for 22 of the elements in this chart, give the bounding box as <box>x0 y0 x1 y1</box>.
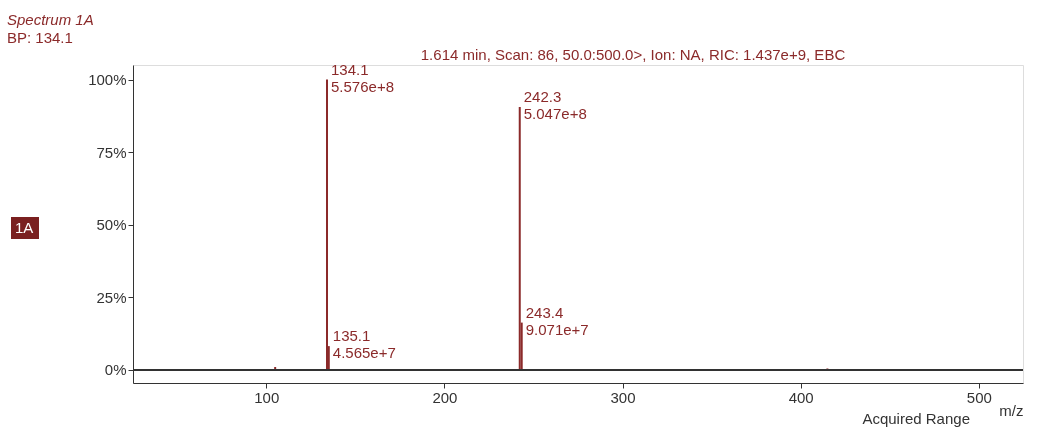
bar <box>518 107 521 370</box>
chart-title: Spectrum 1A <box>7 11 94 28</box>
x-tick-label: 400 <box>788 388 814 406</box>
x-tick-label: 300 <box>610 388 636 406</box>
y-tick-label: 0% <box>104 361 127 379</box>
annotation: 135.1 4.565e+7 <box>332 327 396 362</box>
text: 1A <box>15 219 34 236</box>
x-tick-label: 100 <box>254 388 280 406</box>
chart-subtitle: BP: 134.1 <box>7 29 73 46</box>
annotation: 134.1 5.576e+8 <box>331 60 394 95</box>
y-tick-label: 50% <box>96 216 127 234</box>
y-tick-label: 25% <box>96 288 127 306</box>
y-tick-label: 75% <box>96 143 127 161</box>
bar <box>326 79 328 370</box>
x-axis-title: m/z <box>999 401 1024 419</box>
annotation: 243.4 9.071e+7 <box>525 303 589 338</box>
x-tick-label: 200 <box>432 388 458 406</box>
text: 1.614 min, Scan: 86, 50.0:500.0>, Ion: NA, RIC: 1.437e+9, EBC <box>420 46 846 63</box>
x-tick-label: 500 <box>966 388 992 406</box>
annotation: 242.3 5.047e+8 <box>523 88 587 123</box>
y-tick-label: 100% <box>88 71 127 89</box>
text: Acquired Range <box>862 410 970 427</box>
